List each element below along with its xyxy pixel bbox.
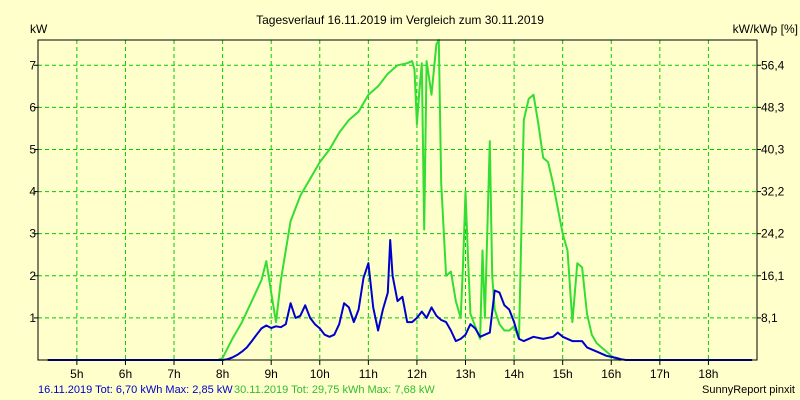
footer-credit: SunnyReport pinxit <box>702 384 795 396</box>
footer-blue-stats: 16.11.2019 Tot: 6,70 kWh Max: 2,85 kW <box>38 384 233 396</box>
y-right-tick-label: 40,3 <box>761 142 785 156</box>
x-tick-label: 7h <box>167 367 180 381</box>
series-line-16-11-2019 <box>47 239 753 361</box>
x-tick-label: 12h <box>407 367 427 381</box>
footer-green-stats: 30.11.2019 Tot: 29,75 kWh Max: 7,68 kW <box>234 384 435 396</box>
series-line-30-11-2019 <box>217 39 622 361</box>
series-lines <box>47 39 753 361</box>
grid <box>38 40 757 360</box>
left-axis-ticks: 1 2 3 4 5 6 7 <box>29 58 38 325</box>
chart-title: Tagesverlauf 16.11.2019 im Vergleich zum… <box>256 13 544 27</box>
x-axis-ticks: 5h 6h 7h 8h 9h 10h 11h 12h 13h 14h 15h 16h 17h 18h <box>70 360 718 381</box>
right-axis-unit: kW/kWp [%] <box>733 22 798 36</box>
y-left-tick-label: 7 <box>29 58 36 72</box>
x-tick-label: 11h <box>359 367 378 381</box>
y-left-tick-label: 4 <box>29 185 36 199</box>
right-axis-ticks: 8,1 16,1 24,2 32,2 40,3 48,3 56,4 <box>757 58 785 325</box>
x-tick-label: 10h <box>310 367 330 381</box>
x-tick-label: 14h <box>504 367 524 381</box>
y-right-tick-label: 56,4 <box>761 58 785 72</box>
x-tick-label: 8h <box>216 367 229 381</box>
y-right-tick-label: 24,2 <box>761 227 785 241</box>
y-left-tick-label: 2 <box>29 269 36 283</box>
x-tick-label: 17h <box>650 367 670 381</box>
x-tick-label: 13h <box>455 367 475 381</box>
x-tick-label: 5h <box>70 367 83 381</box>
y-right-tick-label: 48,3 <box>761 100 785 114</box>
x-tick-label: 16h <box>601 367 621 381</box>
x-tick-label: 15h <box>553 367 573 381</box>
y-right-tick-label: 8,1 <box>761 311 778 325</box>
y-right-tick-label: 32,2 <box>761 185 785 199</box>
y-right-tick-label: 16,1 <box>761 269 785 283</box>
x-tick-label: 9h <box>265 367 278 381</box>
y-left-tick-label: 1 <box>29 311 36 325</box>
y-left-tick-label: 5 <box>29 142 36 156</box>
plot-frame <box>37 39 758 361</box>
x-tick-label: 18h <box>698 367 718 381</box>
y-left-tick-label: 3 <box>29 227 36 241</box>
left-axis-unit: kW <box>30 22 48 36</box>
x-tick-label: 6h <box>119 367 132 381</box>
y-left-tick-label: 6 <box>29 100 36 114</box>
